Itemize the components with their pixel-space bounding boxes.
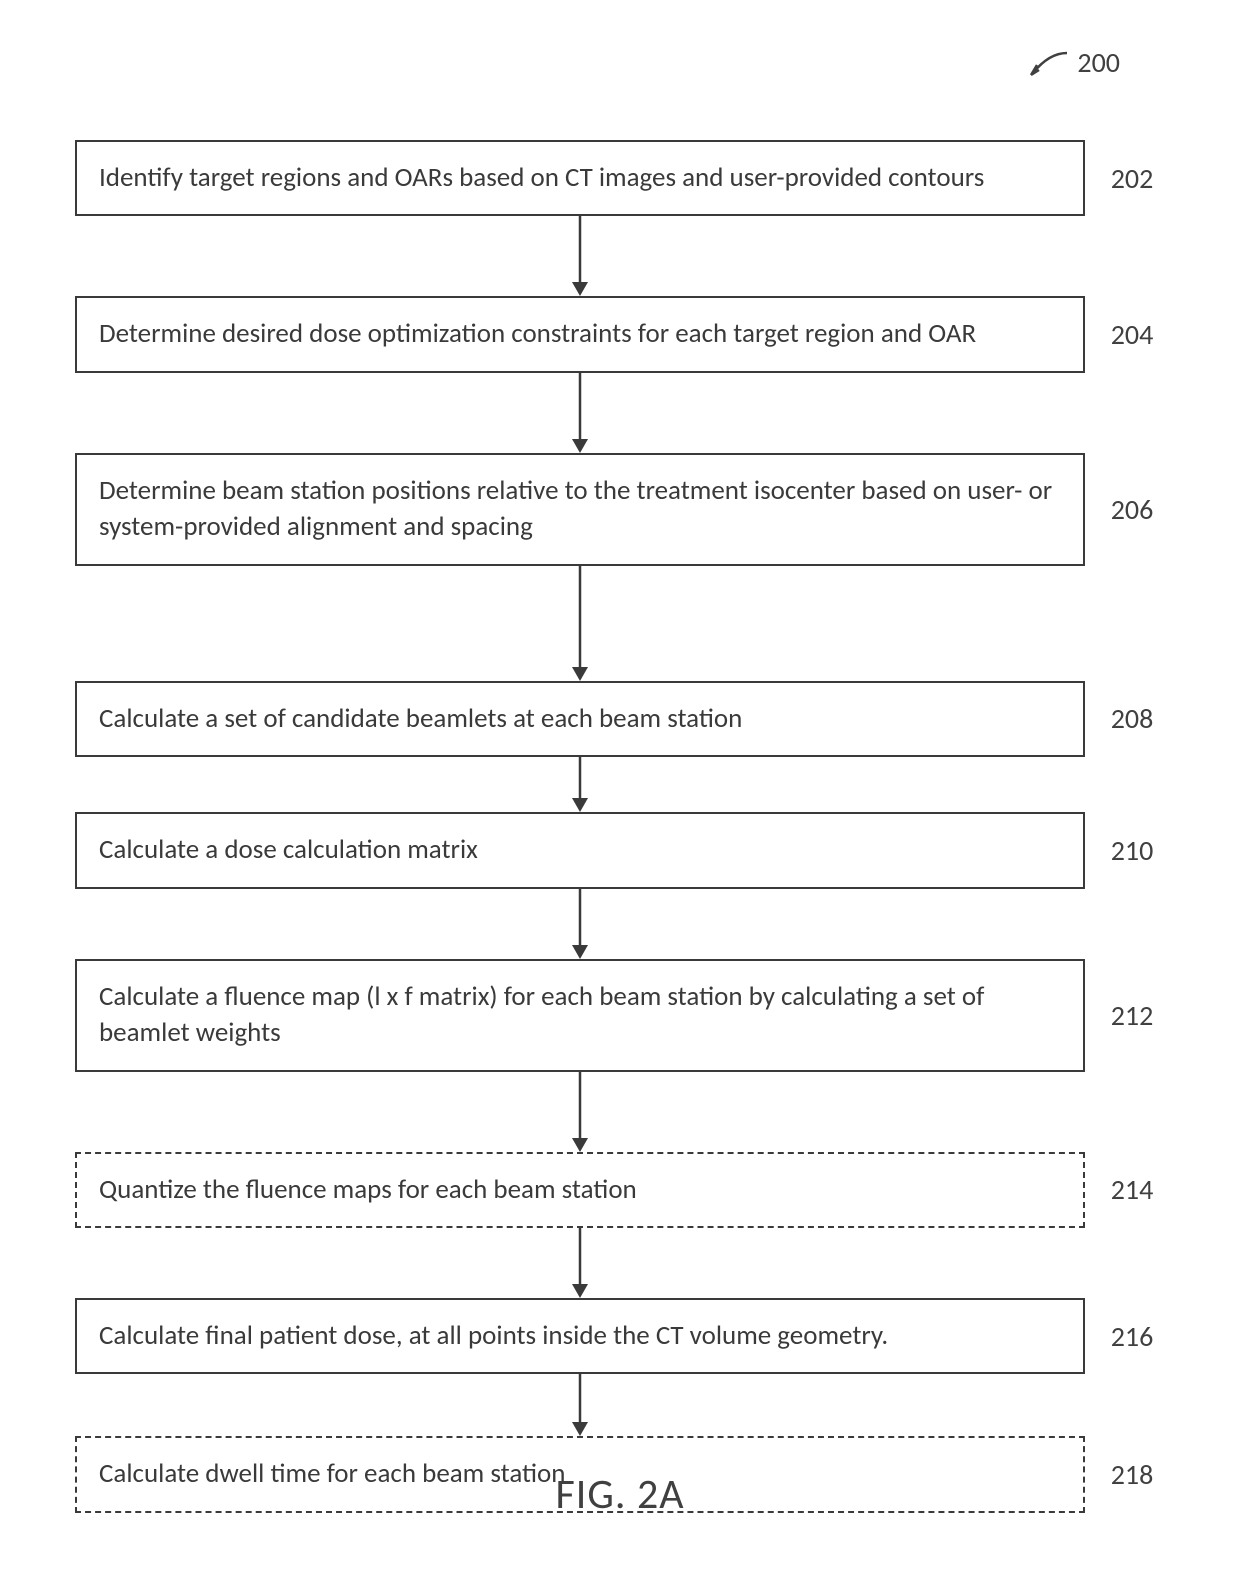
flow-step: Calculate final patient dose, at all poi…: [75, 1298, 1165, 1374]
flow-arrow: [75, 1072, 1085, 1152]
flow-step-number: 216: [1085, 1298, 1165, 1374]
flow-step: Calculate a set of candidate beamlets at…: [75, 681, 1165, 757]
flow-step-box: Determine beam station positions relativ…: [75, 453, 1085, 566]
flow-step-box: Identify target regions and OARs based o…: [75, 140, 1085, 216]
flow-step-box: Quantize the fluence maps for each beam …: [75, 1152, 1085, 1228]
figure-reference: 200: [1029, 45, 1120, 80]
flow-step-box: Calculate a set of candidate beamlets at…: [75, 681, 1085, 757]
flow-step-number: 206: [1085, 453, 1165, 566]
flow-step-number: 202: [1085, 140, 1165, 216]
leader-line-icon: [1029, 49, 1069, 77]
flow-arrow: [75, 566, 1085, 681]
flow-step: Quantize the fluence maps for each beam …: [75, 1152, 1165, 1228]
flow-step-number: 214: [1085, 1152, 1165, 1228]
flow-arrow: [75, 373, 1085, 453]
flow-step: Determine beam station positions relativ…: [75, 453, 1165, 566]
flow-arrow: [75, 1374, 1085, 1436]
flow-step-number: 210: [1085, 812, 1165, 888]
flow-arrow: [75, 216, 1085, 296]
flow-step: Determine desired dose optimization cons…: [75, 296, 1165, 372]
flow-arrow: [75, 757, 1085, 812]
flow-step-box: Calculate a dose calculation matrix: [75, 812, 1085, 888]
flow-step-box: Determine desired dose optimization cons…: [75, 296, 1085, 372]
flow-step-number: 208: [1085, 681, 1165, 757]
flow-step-box: Calculate a fluence map (l x f matrix) f…: [75, 959, 1085, 1072]
flow-step: Calculate a fluence map (l x f matrix) f…: [75, 959, 1165, 1072]
figure-caption: FIG. 2A: [0, 1469, 1240, 1520]
flow-arrow: [75, 889, 1085, 959]
flow-arrow: [75, 1228, 1085, 1298]
flow-step-box: Calculate final patient dose, at all poi…: [75, 1298, 1085, 1374]
flow-step: Calculate a dose calculation matrix210: [75, 812, 1165, 888]
flow-step-number: 212: [1085, 959, 1165, 1072]
flow-step-number: 204: [1085, 296, 1165, 372]
figure-ref-number: 200: [1077, 45, 1120, 80]
flow-step: Identify target regions and OARs based o…: [75, 140, 1165, 216]
flowchart: Identify target regions and OARs based o…: [75, 140, 1165, 1513]
